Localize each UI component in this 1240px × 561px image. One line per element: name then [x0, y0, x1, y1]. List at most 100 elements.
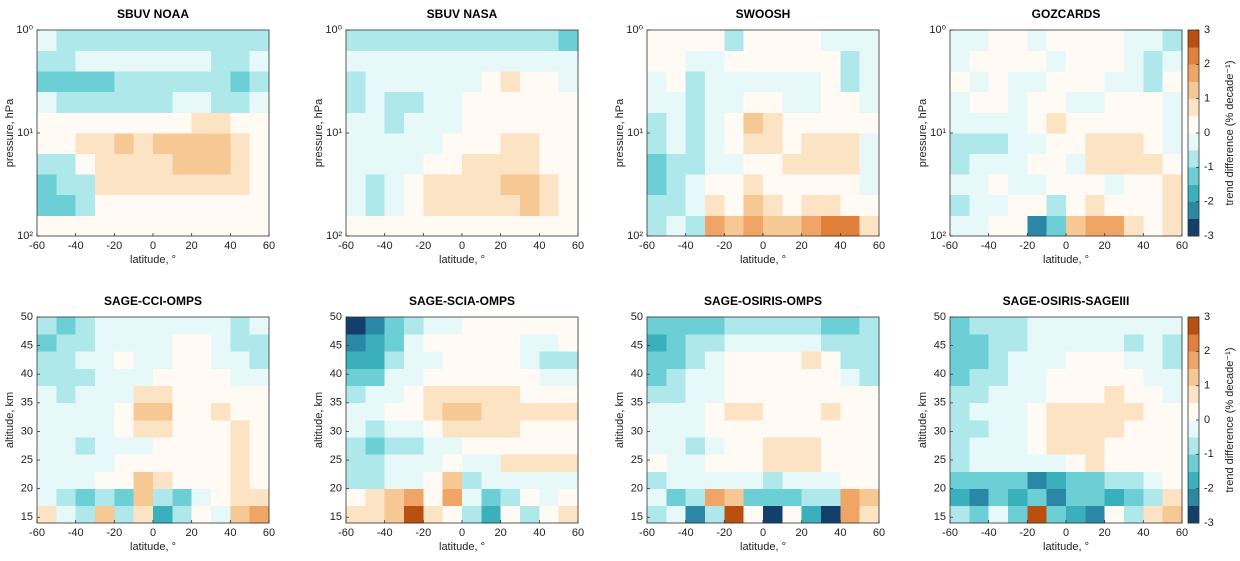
cell	[404, 174, 424, 196]
cell	[249, 351, 270, 369]
cell	[520, 437, 540, 455]
cell	[840, 91, 861, 113]
cell	[230, 174, 251, 196]
cell	[133, 471, 154, 490]
cell	[500, 112, 521, 134]
cell	[1104, 194, 1125, 216]
cell	[1066, 505, 1086, 524]
cell	[859, 317, 880, 335]
cell	[133, 351, 154, 369]
cell	[249, 50, 270, 72]
cell	[442, 471, 463, 490]
cell	[647, 385, 667, 404]
cell	[1066, 50, 1086, 72]
cell	[462, 215, 482, 237]
cell	[384, 215, 405, 237]
cell	[988, 50, 1009, 72]
cell	[346, 153, 366, 175]
cell	[211, 317, 231, 335]
cell	[647, 402, 667, 421]
cell	[37, 91, 57, 113]
cell	[1143, 454, 1164, 472]
cell	[859, 471, 880, 490]
cell	[859, 133, 880, 154]
cell	[988, 454, 1009, 472]
cell	[539, 368, 560, 387]
cell	[520, 112, 540, 134]
cell	[211, 334, 231, 352]
cell	[404, 334, 424, 352]
colorbar-swatch	[1188, 98, 1199, 117]
cell	[191, 71, 212, 93]
cell	[133, 91, 154, 113]
cell	[821, 471, 841, 490]
cell	[75, 402, 96, 421]
cell	[743, 488, 764, 507]
cell	[705, 30, 725, 51]
cell	[404, 437, 424, 455]
cell	[743, 71, 764, 93]
y-axis-label: pressure, hPa	[917, 98, 929, 167]
cell	[705, 133, 725, 154]
cell	[1124, 194, 1144, 216]
cell	[685, 153, 706, 175]
y-axis-label: altitude, km	[917, 392, 929, 448]
cell	[705, 402, 725, 421]
cell	[191, 385, 212, 404]
cell	[969, 420, 990, 438]
cell	[840, 471, 861, 490]
cell	[172, 194, 193, 216]
cell	[666, 334, 687, 352]
cell	[95, 71, 115, 93]
cell	[1162, 334, 1183, 352]
cell	[56, 174, 77, 196]
cell	[153, 454, 173, 472]
cell	[1027, 368, 1048, 387]
y-tick-label: 20	[631, 483, 643, 495]
cell	[500, 351, 521, 369]
cell	[782, 112, 803, 134]
cell	[37, 471, 57, 490]
colorbar-swatch	[1188, 115, 1199, 134]
cell	[1143, 368, 1164, 387]
x-tick-label: 0	[1063, 240, 1069, 252]
cell	[153, 133, 173, 154]
cell	[558, 437, 579, 455]
cell	[365, 488, 386, 507]
cell	[37, 385, 57, 404]
cell	[249, 488, 270, 507]
x-tick-label: 60	[1176, 240, 1188, 252]
cell	[191, 454, 212, 472]
cell	[520, 420, 540, 438]
cell	[821, 91, 841, 113]
x-tick-label: 40	[533, 240, 545, 252]
cell	[172, 505, 193, 524]
cell	[1008, 488, 1028, 507]
cell	[950, 153, 970, 175]
cell	[75, 71, 96, 93]
cell	[539, 334, 560, 352]
cell	[211, 420, 231, 438]
cell	[988, 488, 1009, 507]
cell	[950, 317, 970, 335]
cell	[840, 317, 861, 335]
cell	[705, 454, 725, 472]
cell	[724, 334, 745, 352]
cell	[462, 505, 482, 524]
cell	[969, 437, 990, 455]
cell	[211, 402, 231, 421]
cell	[384, 437, 405, 455]
cell	[384, 194, 405, 216]
cell	[1008, 420, 1028, 438]
cell	[1162, 505, 1183, 524]
cell	[95, 488, 115, 507]
cell	[1085, 91, 1106, 113]
cell	[821, 385, 841, 404]
cell	[384, 153, 405, 175]
cell	[950, 334, 970, 352]
cell	[859, 505, 880, 524]
cell	[153, 437, 173, 455]
cell	[1008, 174, 1028, 196]
cell	[685, 91, 706, 113]
cell	[782, 488, 803, 507]
